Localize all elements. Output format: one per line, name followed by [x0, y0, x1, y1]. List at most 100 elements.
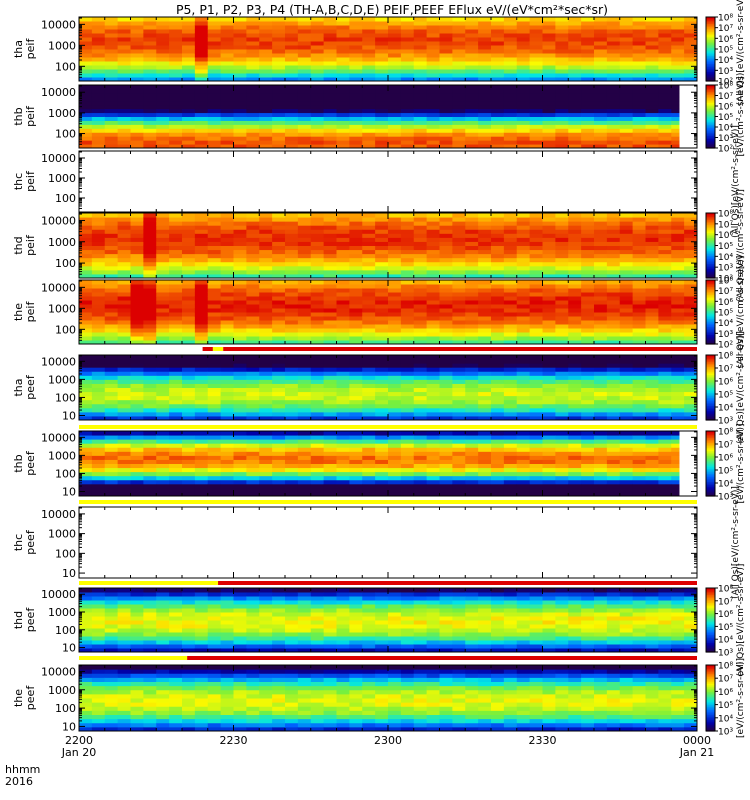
heatmap-cell	[104, 491, 119, 497]
heatmap-cell	[117, 144, 131, 149]
heatmap-cell	[272, 65, 286, 70]
heatmap-cell	[684, 292, 698, 297]
colorbar-step	[706, 400, 715, 403]
heatmap-cell	[413, 49, 428, 54]
heatmap-cell	[491, 308, 505, 313]
heatmap-cell	[542, 77, 556, 82]
heatmap-cell	[516, 88, 531, 94]
heatmap-cell	[658, 308, 672, 313]
colorbar-step	[706, 42, 715, 45]
heatmap-cell	[259, 324, 273, 329]
heatmap-cell	[491, 57, 505, 62]
heatmap-cell	[388, 269, 402, 275]
heatmap-cell	[130, 253, 144, 259]
heatmap-cell	[413, 403, 428, 409]
heatmap-cell	[568, 308, 582, 313]
heatmap-cell	[452, 45, 466, 50]
heatmap-cell	[465, 415, 479, 421]
heatmap-cell	[285, 383, 299, 388]
heatmap-cell	[465, 85, 479, 90]
heatmap-cell	[400, 17, 415, 22]
heatmap-cell	[452, 144, 466, 149]
heatmap-cell	[259, 61, 273, 66]
heatmap-cell	[297, 367, 312, 372]
heatmap-cell	[594, 120, 608, 125]
heatmap-cell	[503, 391, 518, 397]
heatmap-cell	[465, 37, 479, 42]
heatmap-cell	[182, 29, 196, 34]
colorbar-label: 10⁶	[718, 298, 733, 308]
heatmap-cell	[426, 92, 440, 98]
heatmap-cell	[491, 53, 505, 58]
heatmap-cell	[362, 225, 376, 230]
heatmap-cell	[439, 17, 453, 22]
colorbar-step	[706, 127, 715, 130]
heatmap-cell	[272, 136, 286, 141]
heatmap-cell	[285, 233, 299, 238]
heatmap-cell	[220, 57, 234, 62]
heatmap-cell	[272, 328, 286, 333]
heatmap-cell	[684, 336, 698, 341]
heatmap-cell	[594, 387, 608, 393]
heatmap-cell	[143, 459, 157, 464]
heatmap-cell	[130, 471, 144, 477]
heatmap-cell	[207, 49, 222, 54]
heatmap-cell	[452, 85, 466, 90]
heatmap-cell	[568, 371, 582, 376]
heatmap-cell	[117, 355, 131, 360]
heatmap-cell	[619, 340, 634, 345]
heatmap-cell	[117, 475, 131, 481]
heatmap-cell	[645, 88, 659, 94]
heatmap-cell	[413, 88, 428, 94]
heatmap-cell	[503, 316, 518, 321]
heatmap-cell	[272, 265, 286, 271]
heatmap-cell	[516, 77, 531, 82]
heatmap-cell	[143, 312, 157, 317]
heatmap-cell	[426, 304, 440, 309]
heatmap-cell	[79, 467, 93, 473]
heatmap-cell	[516, 324, 531, 329]
heatmap-cell	[375, 221, 389, 226]
heatmap-cell	[156, 312, 170, 317]
heatmap-cell	[388, 399, 402, 405]
colorbar-step	[706, 44, 715, 47]
heatmap-cell	[117, 463, 131, 469]
heatmap-cell	[349, 399, 363, 405]
heatmap-cell	[233, 371, 247, 376]
heatmap-cell	[619, 249, 634, 255]
heatmap-cell	[491, 49, 505, 54]
heatmap-cell	[323, 249, 337, 255]
heatmap-cell	[503, 73, 518, 78]
heatmap-cell	[91, 367, 106, 372]
heatmap-cell	[388, 85, 402, 90]
heatmap-cell	[297, 269, 312, 275]
heatmap-cell	[169, 104, 183, 110]
heatmap-cell	[310, 391, 325, 397]
heatmap-cell	[516, 225, 531, 230]
heatmap-cell	[516, 57, 531, 62]
heatmap-cell	[143, 237, 157, 242]
colorbar-step	[706, 73, 715, 76]
heatmap-cell	[491, 395, 505, 401]
heatmap-cell	[349, 21, 363, 26]
heatmap-cell	[439, 395, 453, 401]
heatmap-cell	[594, 340, 608, 345]
heatmap-cell	[336, 316, 350, 321]
heatmap-cell	[310, 100, 325, 106]
heatmap-cell	[285, 61, 299, 66]
heatmap-cell	[117, 304, 131, 309]
heatmap-cell	[465, 132, 479, 137]
colorbar-step	[706, 356, 715, 359]
heatmap-cell	[632, 29, 646, 34]
heatmap-cell	[349, 33, 363, 38]
heatmap-cell	[619, 140, 634, 145]
heatmap-cell	[555, 269, 569, 275]
heatmap-cell	[426, 359, 440, 364]
heatmap-cell	[336, 375, 350, 380]
heatmap-cell	[503, 144, 518, 149]
heatmap-cell	[568, 324, 582, 329]
heatmap-cell	[91, 391, 106, 397]
heatmap-cell	[207, 241, 222, 246]
heatmap-cell	[272, 128, 286, 133]
heatmap-cell	[645, 308, 659, 313]
